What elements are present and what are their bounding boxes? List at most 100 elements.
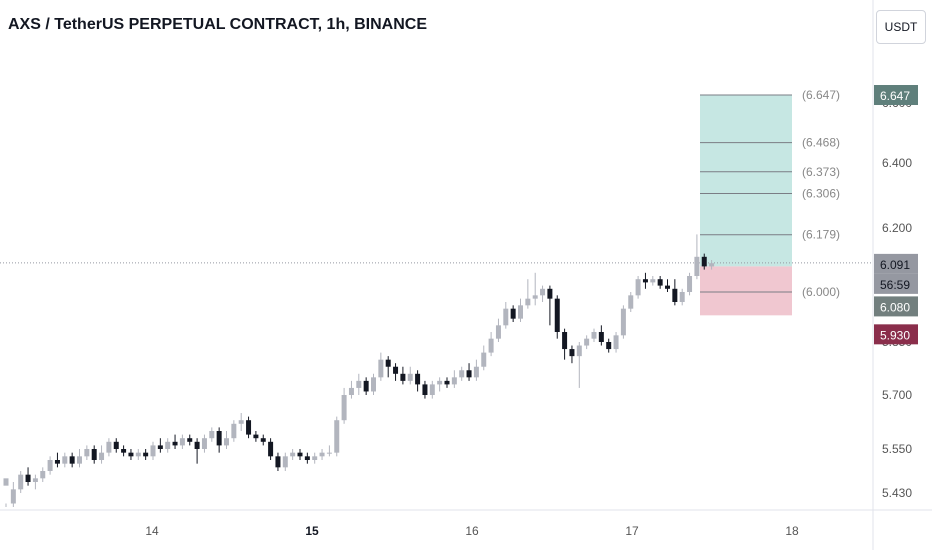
candle-body (304, 456, 310, 460)
candle (451, 370, 457, 388)
candle (326, 445, 332, 457)
candle-body (84, 449, 90, 457)
candle-body (356, 380, 362, 388)
candle (701, 253, 707, 270)
candle-body (657, 279, 663, 286)
candle-body (297, 452, 303, 457)
candle-body (135, 452, 141, 457)
candle-body (584, 338, 590, 346)
candle-body (172, 441, 178, 446)
candle-body (687, 276, 693, 292)
candle (642, 272, 648, 289)
candle-body (341, 395, 347, 421)
candle-body (334, 420, 340, 453)
candle (437, 377, 443, 392)
profit-zone (700, 95, 792, 267)
candle (371, 373, 376, 395)
price-badge-bg (874, 85, 918, 106)
candle-body (540, 288, 546, 296)
position-level-label: (6.373) (802, 165, 840, 179)
candle (650, 276, 656, 286)
y-tick-label: 6.200 (882, 221, 912, 235)
candle-body (194, 441, 200, 449)
candle-body (282, 456, 288, 468)
candle-body (231, 423, 237, 439)
candle (54, 452, 60, 468)
candle (510, 305, 516, 322)
candle-body (466, 370, 472, 378)
candle (179, 434, 185, 449)
candle-body (459, 370, 465, 378)
price-badge-value: 56:59 (880, 278, 910, 292)
candle (687, 272, 693, 296)
candle (363, 377, 369, 395)
candle-body (510, 308, 516, 319)
candle (268, 438, 274, 460)
candle (400, 366, 406, 385)
currency-button[interactable]: USDT (876, 10, 926, 44)
candle-body (665, 285, 670, 289)
position-tool[interactable]: (6.647) (6.468) (6.373) (6.306) (6.179) (6.00… (700, 88, 840, 316)
candle (113, 438, 119, 453)
candle-body (40, 471, 46, 479)
candle (356, 373, 362, 395)
candle-body (606, 342, 612, 350)
candle (312, 452, 318, 464)
candle (525, 279, 531, 309)
candle-body (238, 420, 244, 424)
candle (201, 434, 207, 453)
candle (694, 234, 700, 280)
candle (135, 449, 141, 460)
price-badge-bg (874, 253, 918, 274)
candle-body (569, 349, 575, 357)
candle-body (62, 456, 68, 464)
candle (407, 366, 413, 385)
candle-body (518, 305, 523, 319)
candle (157, 438, 163, 453)
candle (69, 452, 75, 468)
candle-body (378, 359, 384, 378)
candle (709, 260, 715, 270)
candle (3, 478, 9, 507)
candle (224, 431, 229, 449)
candle (84, 445, 90, 460)
position-level-label: (6.179) (802, 228, 840, 242)
candle (334, 416, 340, 457)
candle-body (437, 380, 443, 385)
candle (231, 420, 237, 442)
candle (628, 292, 634, 312)
candle-body (642, 279, 648, 283)
candle-body (99, 452, 105, 460)
candle (150, 441, 156, 460)
candle (40, 467, 46, 482)
candle (260, 434, 266, 446)
candle (121, 445, 127, 457)
candle (187, 434, 193, 446)
candle (246, 416, 252, 439)
candle (62, 452, 68, 468)
candle-body (709, 263, 715, 267)
candle (341, 387, 347, 424)
candle-body (679, 292, 685, 302)
candle (385, 356, 391, 378)
candle-body (415, 373, 421, 385)
price-badge-target: 6.647 (874, 85, 918, 106)
candle-body (3, 478, 9, 486)
candle-body (260, 438, 266, 442)
candle (679, 288, 685, 306)
candle (635, 276, 641, 299)
candle (672, 279, 678, 306)
candle-body (179, 438, 185, 446)
candle (172, 434, 178, 449)
price-badge-price: 6.091 (874, 253, 918, 274)
chart-title: AXS / TetherUS PERPETUAL CONTRACT, 1h, B… (8, 16, 428, 33)
y-tick-label: 5.430 (882, 486, 912, 500)
candle (532, 272, 538, 306)
candle (613, 332, 619, 353)
candle-body (488, 338, 494, 353)
candle-body (47, 460, 53, 471)
candle (598, 325, 604, 346)
candle-body (481, 352, 487, 367)
candle (488, 332, 494, 357)
